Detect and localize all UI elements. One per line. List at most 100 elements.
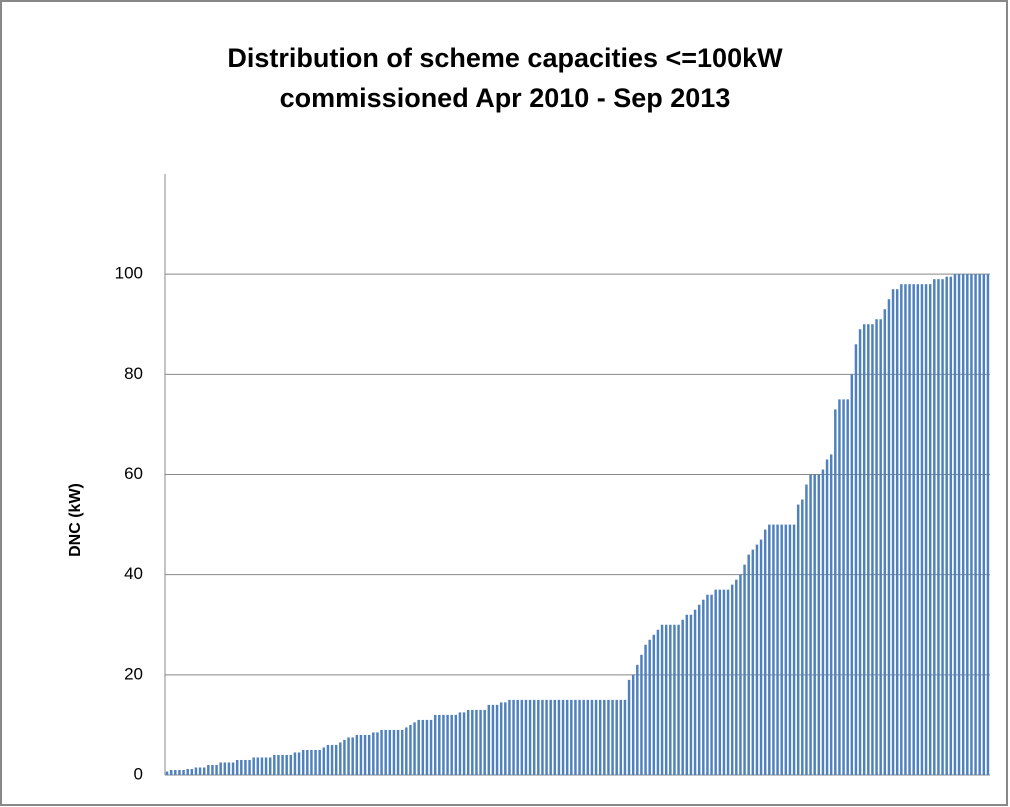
bar (636, 664, 639, 775)
bar (372, 732, 375, 775)
bar (207, 764, 210, 775)
bar (928, 284, 932, 775)
bar (937, 279, 940, 775)
bar (982, 274, 986, 775)
bar (512, 699, 515, 775)
bar (697, 604, 701, 775)
bar (318, 749, 321, 775)
bar (891, 289, 895, 775)
bar (644, 644, 647, 775)
bar (829, 454, 833, 775)
bar (499, 702, 503, 775)
bar (310, 749, 313, 775)
bar (351, 737, 354, 775)
bar (879, 319, 882, 775)
bar (730, 584, 734, 775)
bar (784, 524, 788, 775)
bar (966, 274, 969, 775)
bar (726, 589, 730, 775)
bar (846, 399, 849, 775)
bar (301, 749, 305, 775)
bar (347, 737, 350, 775)
bar (549, 699, 552, 775)
bar (693, 609, 697, 775)
bar (479, 709, 482, 775)
bar (706, 594, 709, 775)
bar (545, 699, 548, 775)
bar (603, 699, 606, 775)
bar (388, 729, 392, 775)
bar (656, 629, 660, 775)
bar (557, 699, 561, 775)
bar (598, 699, 602, 775)
bar (339, 742, 342, 775)
bar (252, 757, 255, 775)
bar (887, 299, 891, 775)
bar (384, 729, 387, 775)
bar (483, 709, 486, 775)
bar (978, 274, 981, 775)
bar (755, 544, 759, 775)
bar (491, 704, 495, 775)
bar (825, 459, 829, 775)
bar (343, 739, 346, 775)
bar (211, 764, 214, 775)
bar (462, 712, 466, 775)
bar (281, 754, 284, 775)
bar (528, 699, 532, 775)
bar (648, 639, 651, 775)
bar (702, 599, 705, 775)
bar (780, 524, 783, 775)
bar (367, 734, 371, 775)
bar (268, 757, 272, 775)
bar (561, 699, 565, 775)
bar (334, 744, 338, 775)
bar (417, 719, 420, 775)
bar (182, 769, 185, 775)
bar (413, 722, 416, 775)
bar (957, 274, 961, 775)
bar (949, 276, 953, 775)
bar (495, 704, 499, 775)
bar (986, 274, 990, 775)
bar (400, 729, 404, 775)
bar (438, 714, 441, 775)
bar (854, 344, 858, 775)
bar (821, 469, 825, 775)
bar (611, 699, 614, 775)
bar (314, 749, 317, 775)
bar (231, 762, 235, 775)
bar (743, 564, 746, 775)
bar (718, 589, 722, 775)
chart-title: Distribution of scheme capacities <=100k… (227, 43, 783, 73)
bar (924, 284, 928, 775)
bar (293, 752, 297, 775)
bar (660, 624, 664, 775)
bar (900, 284, 903, 775)
bar (627, 679, 631, 775)
bar (763, 529, 767, 775)
bar (524, 699, 528, 775)
bar (450, 714, 453, 775)
bar (363, 734, 367, 775)
bar (677, 624, 680, 775)
bar (796, 504, 800, 775)
y-tick-label: 40 (124, 564, 143, 583)
bar (689, 614, 693, 775)
bar (174, 769, 177, 775)
bar (772, 524, 775, 775)
bar (380, 729, 383, 775)
bar (974, 274, 977, 775)
bar (710, 594, 713, 775)
bar (850, 374, 854, 775)
bar (244, 759, 247, 775)
bar (941, 279, 944, 775)
bar (169, 769, 173, 775)
bar (652, 634, 656, 775)
bar (883, 309, 887, 775)
bar (664, 624, 668, 775)
chart-title: commissioned Apr 2010 - Sep 2013 (280, 83, 731, 113)
bar (788, 524, 792, 775)
bar (578, 699, 581, 775)
bar (178, 769, 181, 775)
